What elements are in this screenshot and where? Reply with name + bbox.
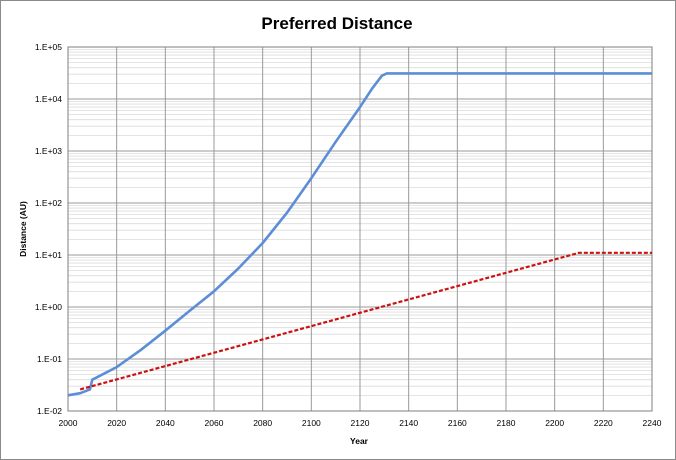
y-tick-label: 1.E+01: [35, 250, 62, 260]
x-tick-label: 2120: [351, 418, 370, 428]
y-axis-label: Distance (AU): [18, 201, 28, 257]
x-axis-ticks: 2000 2020 2040 2060 2080 2100 2120 2140 2160 2180…: [59, 418, 662, 428]
x-tick-label: 2160: [448, 418, 467, 428]
y-tick-label: 1.E+05: [35, 42, 62, 52]
grid: [67, 46, 653, 412]
y-tick-label: 1.E+03: [35, 146, 62, 156]
x-tick-label: 2100: [302, 418, 321, 428]
chart-title: Preferred Distance: [261, 14, 412, 33]
x-tick-label: 2000: [59, 418, 78, 428]
plot-border: [67, 46, 653, 412]
x-tick-label: 2240: [643, 418, 662, 428]
y-tick-label: 1.E+02: [35, 198, 62, 208]
x-tick-label: 2060: [205, 418, 224, 428]
series-line-2: [79, 251, 652, 391]
y-tick-label: 1.E+00: [35, 302, 62, 312]
y-tick-label: 1.E+04: [35, 94, 62, 104]
y-tick-label: 1.E-02: [37, 406, 62, 416]
x-tick-label: 2140: [399, 418, 418, 428]
x-tick-label: 2180: [497, 418, 516, 428]
x-tick-label: 2080: [253, 418, 272, 428]
series-line-1: [67, 72, 652, 397]
x-axis-label: Year: [350, 436, 369, 446]
x-tick-label: 2220: [594, 418, 613, 428]
x-tick-label: 2020: [107, 418, 126, 428]
plot-area: [67, 72, 652, 397]
x-tick-label: 2200: [545, 418, 564, 428]
y-axis-ticks: 1.E-02 1.E-01 1.E+00 1.E+01 1.E+02 1.E+03 1.E+…: [35, 42, 62, 416]
y-tick-label: 1.E-01: [37, 354, 62, 364]
x-tick-label: 2040: [156, 418, 175, 428]
